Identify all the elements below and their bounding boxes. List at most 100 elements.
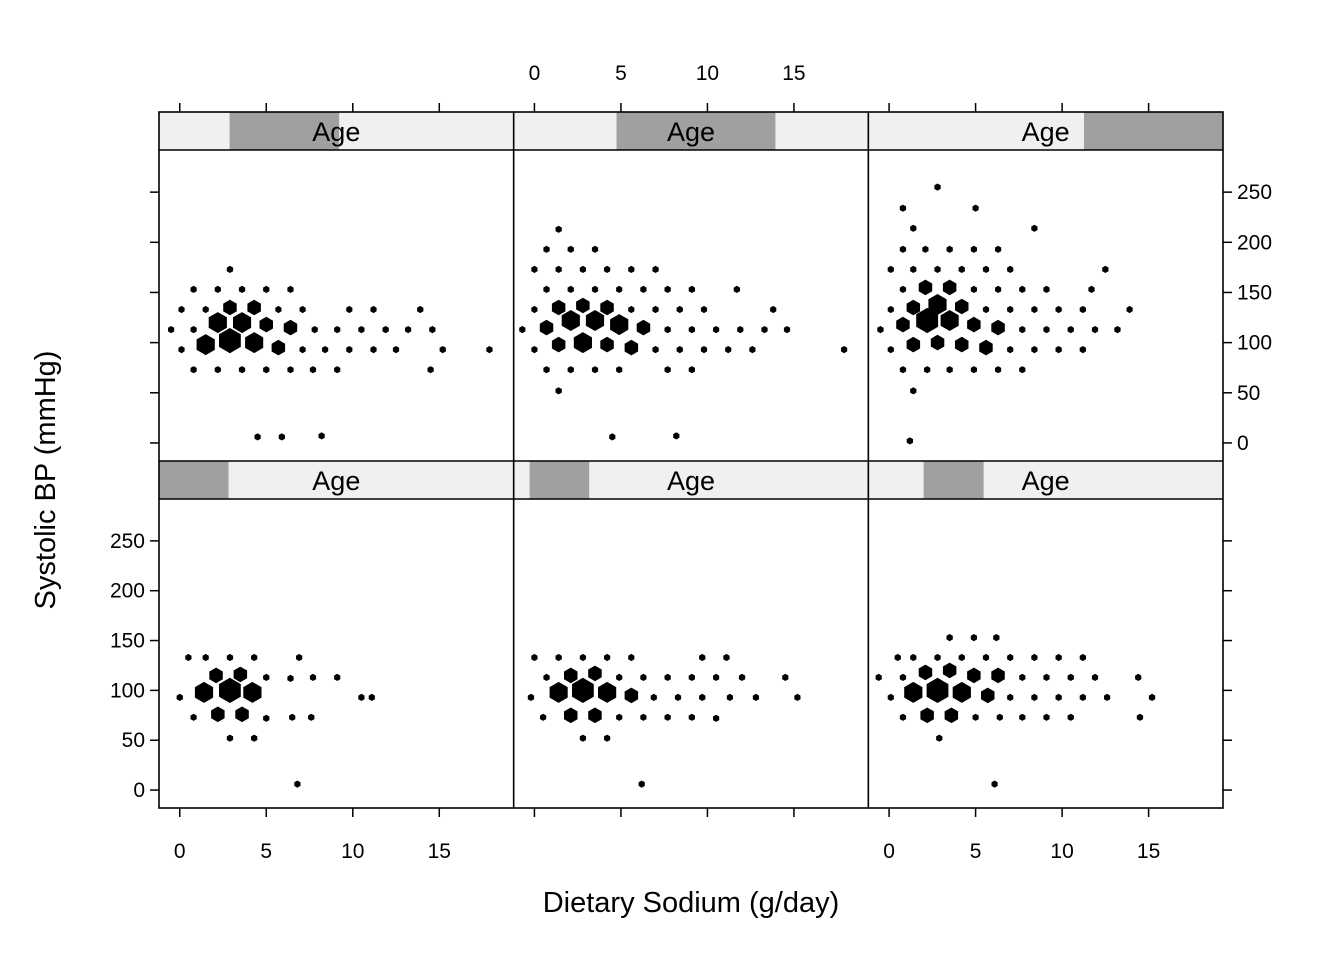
panels-layer: Age Age Age Age Age Age [159,112,1223,788]
hexbin-cell [299,305,306,314]
hexbin-cell [243,681,262,703]
hexbin-cell [877,326,884,334]
hexbin-cell [1091,673,1099,681]
hexbin-cell [283,319,298,336]
hexbin-cell [572,677,594,703]
hexbin-cell [944,707,959,724]
y-tick-label: 150 [110,630,145,653]
y-tick-label: 50 [122,729,145,752]
hexbin-cell [664,673,671,681]
hexbin-cell [942,279,957,296]
hexbin-cell [899,366,907,374]
hexbin-cell [322,346,329,354]
hexbin-cell [211,706,225,723]
hexbin-cell [263,366,270,374]
hexbin-cell [782,673,789,681]
hexbin-cell [196,334,215,356]
hexbin-cell [318,432,325,440]
hexbin-cell [991,319,1005,336]
hexbin-cell [1148,693,1156,701]
hexbin-cell [928,294,947,315]
hexbin-cell [1019,326,1026,334]
hexbin-cell [995,245,1002,253]
hexbin-cell [368,693,375,701]
hexbin-cell [370,346,377,354]
hexbin-cell [930,334,945,351]
hexbin-cell [995,285,1002,293]
hexbin-cell [1136,713,1144,721]
hexbin-cell [934,653,941,662]
y-tick-label: 50 [1237,382,1260,405]
hexbin-cell [271,339,286,356]
hexbin-cell [970,634,977,642]
hexbin-cell [591,285,599,293]
hexbin-cell [1007,346,1014,354]
hexbin-cell [955,336,969,353]
hexbin-cell [209,667,223,684]
hexbin-cell [904,681,923,703]
hexbin-cell [761,326,768,334]
hexbin-cell [405,326,412,334]
hexbin-cell [427,366,434,374]
hexbin-cell [358,326,365,334]
hexbin-cell [238,366,246,374]
hexbin-cell [688,673,695,681]
hexbin-cell [920,707,934,724]
x-tick-label: 10 [1050,840,1073,863]
hexbin-cell [910,653,917,662]
hexbin-cell [346,305,353,314]
hexbin-cell [1031,224,1038,232]
hexbin-cell [214,285,221,293]
hexbin-cell [1055,346,1062,354]
hexbin-cell [916,307,939,334]
hexbin-cell [194,681,214,703]
hexbin-cell [1091,326,1099,334]
hexbin-cell [551,336,566,353]
hexbin-cell [733,285,740,293]
x-tick-label: 15 [782,62,805,85]
hexbin-cell [783,326,791,334]
hexbin-cell [636,319,651,336]
x-tick-label: 10 [341,840,364,863]
hexbin-cell [1043,713,1050,721]
hexbin-cell [531,265,538,273]
hexbin-cell [652,265,659,273]
hexbin-cell [233,666,248,683]
x-tick-label: 5 [260,840,272,863]
hexbin-cell [604,734,611,742]
hexbin-cell [1055,653,1062,662]
hexbin-cell [202,305,209,314]
hexbin-cell [993,634,1000,642]
hexbin-cell [238,285,246,293]
hexbin-cell [650,693,657,701]
hexbin-cell [579,653,586,662]
hexbin-cell [918,279,933,296]
hexbin-cell [382,326,389,334]
y-axis-title: Systolic BP (mmHg) [30,351,62,610]
x-tick-label: 5 [615,62,627,85]
hexbin-cell [245,332,264,354]
hexbin-cell [936,734,943,742]
hexbin-cell [899,713,907,721]
hexbin-cell [588,665,602,682]
y-tick-label: 200 [1237,231,1272,254]
hexbin-cell [737,326,744,334]
hexbin-cell [887,693,894,701]
hexbin-cell [628,265,635,273]
hexbin-cell [887,305,894,314]
hexbin-cell [673,432,680,440]
hexbin-cell [1055,693,1062,701]
hexbin-cell [531,653,538,662]
hexbin-cell [219,677,241,703]
hexbin-cell [713,673,720,681]
panel-2: Age [513,461,869,788]
hexbin-cell [609,433,616,441]
hexbin-cell [899,285,907,293]
hexbin-cell [967,316,981,333]
hexbin-cell [1067,673,1074,681]
hexbin-cell [168,326,175,334]
hexbin-cell [723,653,730,662]
hexbin-cell [1043,285,1050,293]
hexbin-cell [664,285,671,293]
strip-label: Age [1022,117,1070,147]
